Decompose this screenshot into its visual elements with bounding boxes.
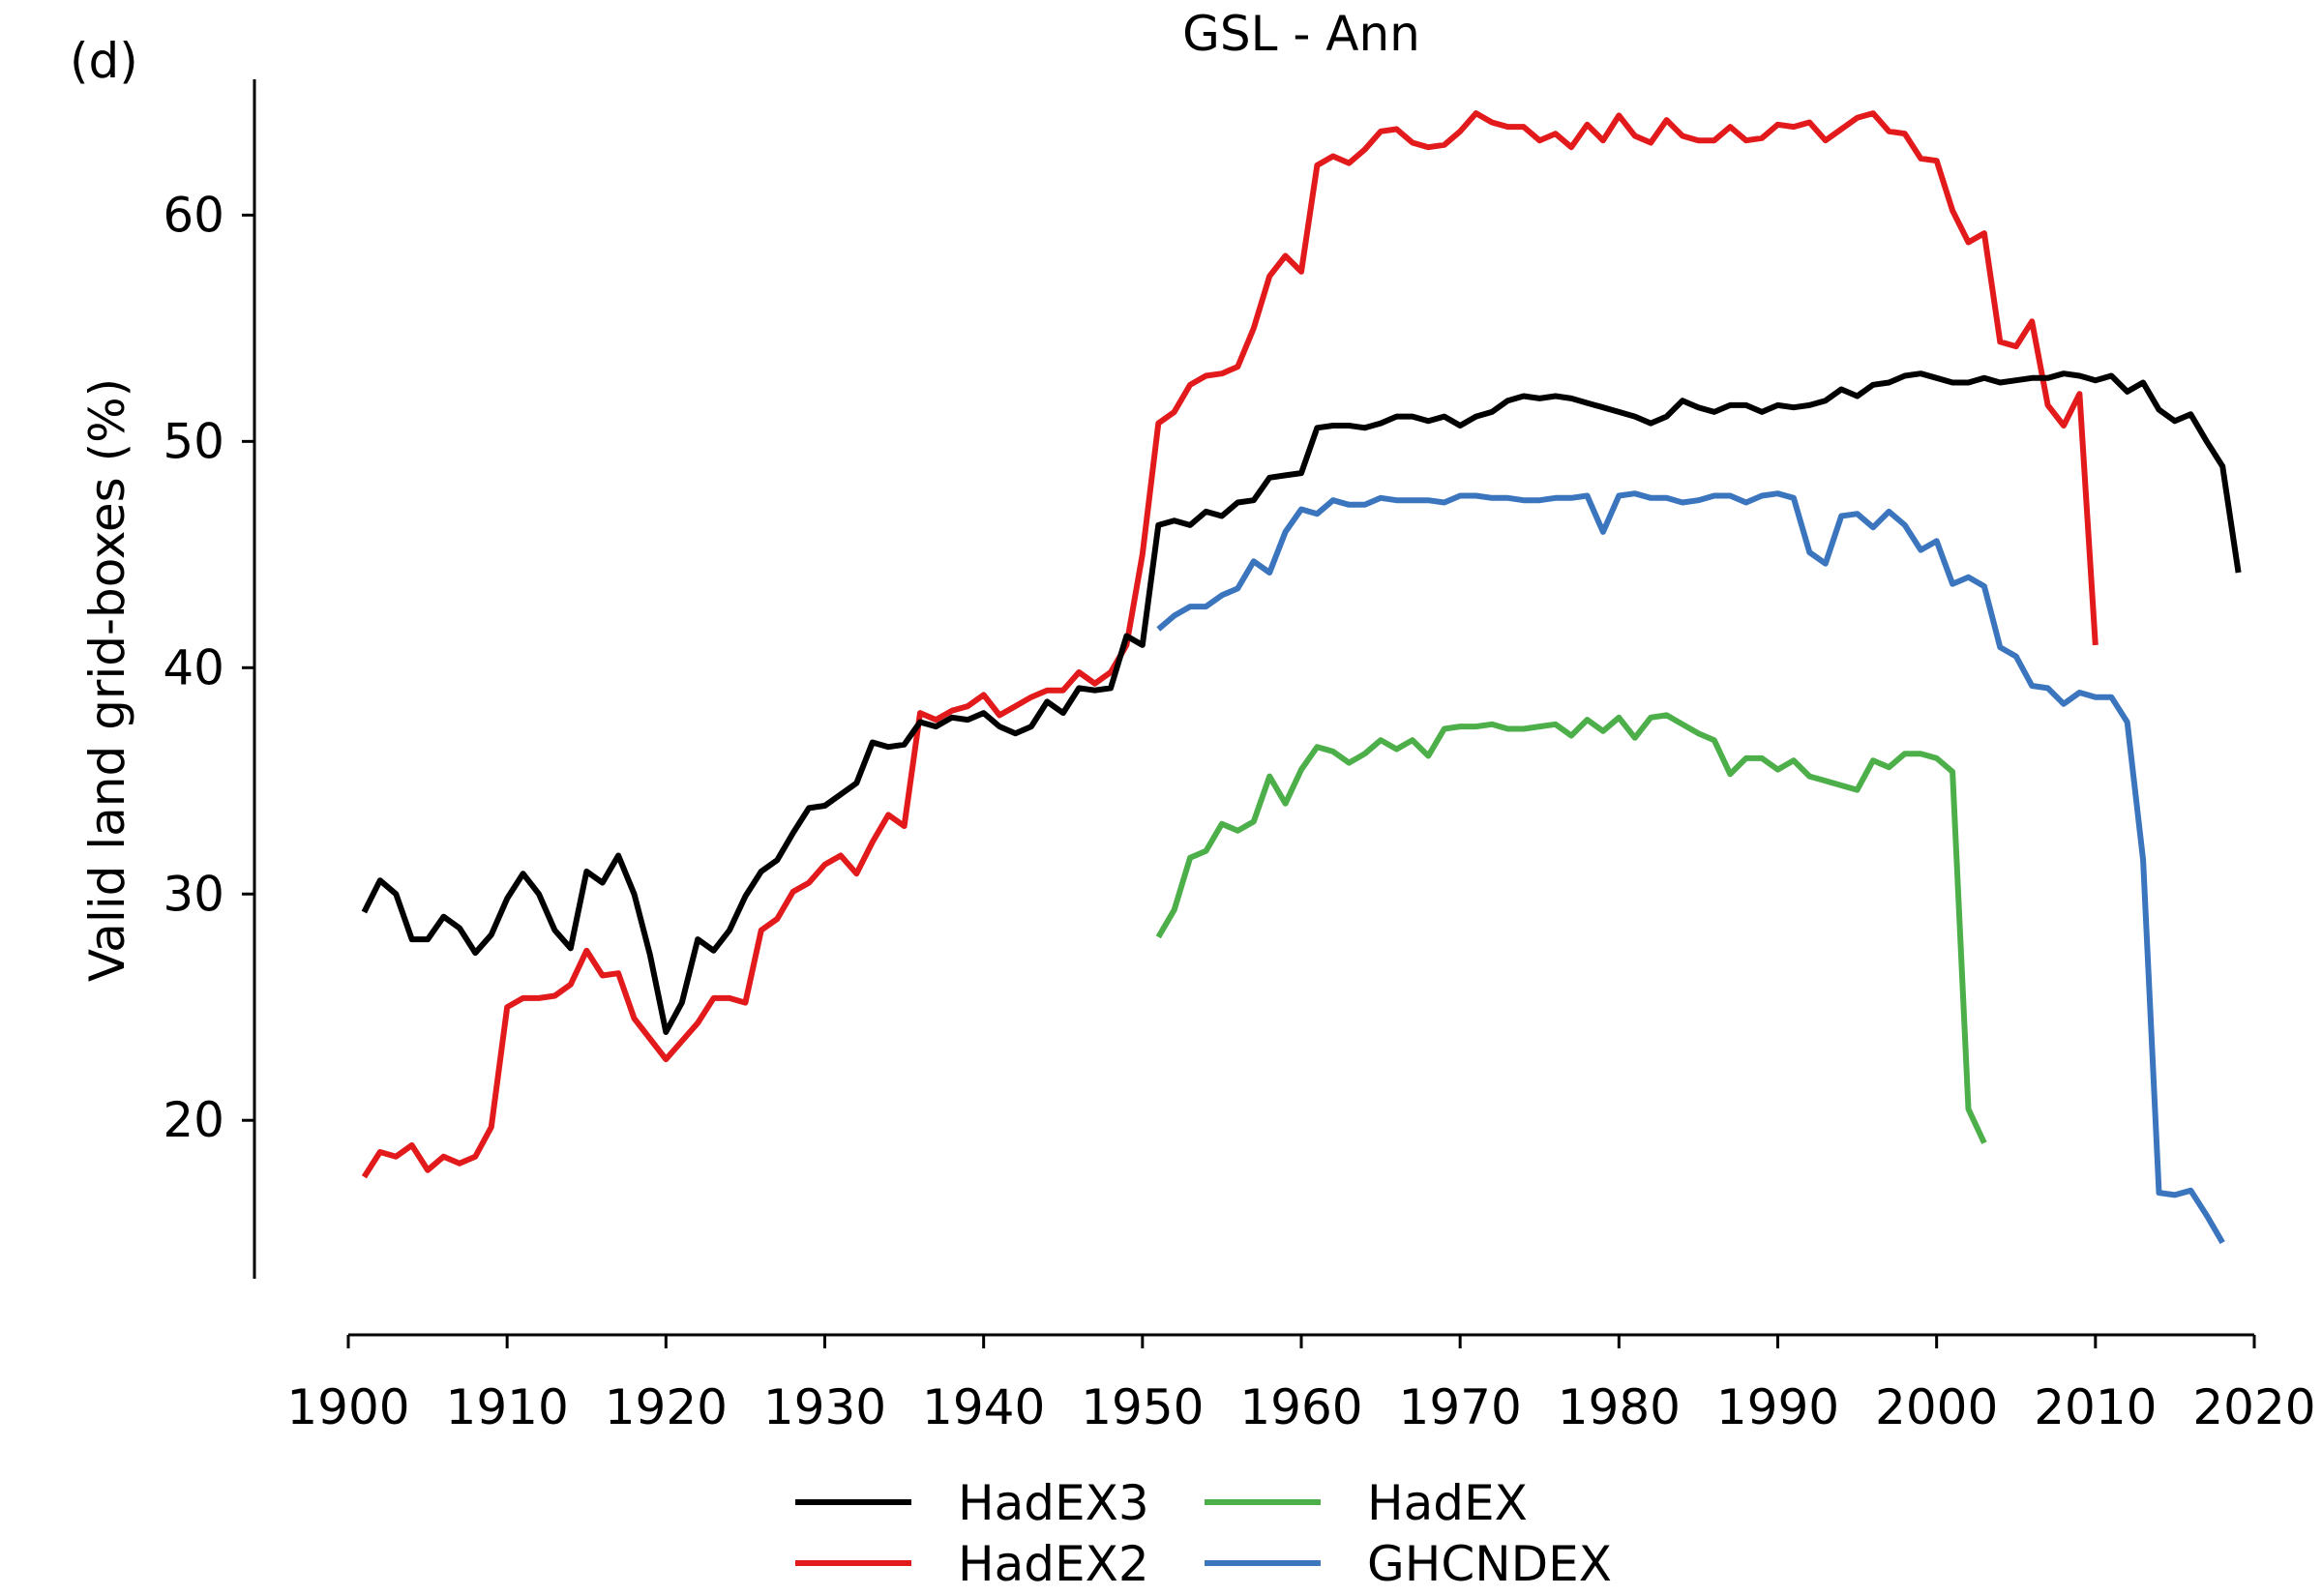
x-tick-label: 1950: [1081, 1379, 1204, 1435]
series-line-hadex: [1155, 712, 1987, 1144]
series-line-hadex2: [361, 110, 2099, 1179]
x-tick-label: 1900: [286, 1379, 409, 1435]
y-tick-label: 30: [163, 866, 224, 922]
legend-label-hadex2: HadEX2: [958, 1536, 1149, 1592]
y-ticks: 20 30 40 50 60: [163, 187, 254, 1148]
series-lines: [361, 110, 2242, 1245]
y-tick-label: 50: [163, 413, 224, 469]
y-tick-label: 60: [163, 187, 224, 243]
y-tick-label: 20: [163, 1092, 224, 1148]
y-tick-label: 40: [163, 639, 224, 695]
x-tick-label: 1960: [1239, 1379, 1362, 1435]
chart-title: GSL - Ann: [1182, 6, 1420, 62]
series-line-ghcndex: [1156, 490, 2225, 1245]
legend-label-ghcndex: GHCNDEX: [1367, 1536, 1612, 1592]
x-tick-label: 1970: [1399, 1379, 1522, 1435]
x-tick-label: 2000: [1875, 1379, 1998, 1435]
series-line-hadex3: [361, 370, 2242, 1035]
x-tick-label: 1940: [922, 1379, 1045, 1435]
y-axis-label: Valid land grid-boxes (%): [79, 378, 135, 982]
x-ticks: 1900 1910 1920 1930 1940 1950 1960 1970 1980 1990…: [286, 1335, 2316, 1435]
panel-label: (d): [70, 33, 138, 89]
x-tick-label: 2020: [2192, 1379, 2315, 1435]
legend-label-hadex: HadEX: [1367, 1475, 1528, 1531]
x-tick-label: 1990: [1716, 1379, 1839, 1435]
x-tick-label: 1920: [605, 1379, 728, 1435]
legend-label-hadex3: HadEX3: [958, 1475, 1149, 1531]
x-tick-label: 1980: [1558, 1379, 1681, 1435]
x-tick-label: 1930: [763, 1379, 886, 1435]
x-tick-label: 2010: [2034, 1379, 2157, 1435]
x-tick-label: 1910: [446, 1379, 569, 1435]
legend: HadEX3 HadEX2 HadEX GHCNDEX: [795, 1475, 1612, 1592]
